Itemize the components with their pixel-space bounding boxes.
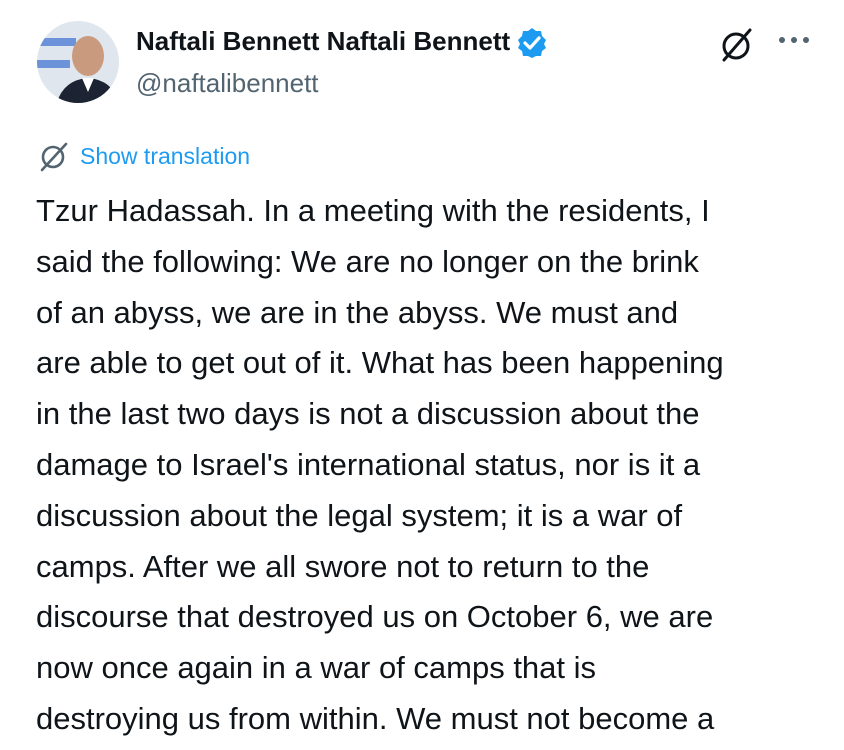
text-line: damage to Israel's international status,… [36, 446, 701, 482]
translate-icon[interactable] [38, 142, 72, 172]
tweet-text: Tzur Hadassah. In a meeting with the res… [36, 186, 836, 745]
text-line: camps. After we all swore not to return … [36, 548, 650, 584]
text-line: destroying us from within. We must not b… [36, 700, 715, 736]
text-line: discussion about the legal system; it is… [36, 497, 683, 533]
avatar[interactable] [36, 20, 122, 106]
text-line: in the last two days is not a discussion… [36, 396, 700, 432]
show-translation[interactable]: Show translation [80, 143, 251, 169]
grok-icon[interactable] [718, 24, 758, 64]
more-menu[interactable] [776, 34, 812, 46]
text-line: are able to get out of it. What has been… [36, 345, 724, 381]
text-line: Tzur Hadassah. In a meeting with the res… [36, 193, 710, 228]
text-line: said the following: We are no longer on … [36, 243, 699, 279]
display-name[interactable]: Naftali Bennett Naftali Bennett [136, 26, 511, 56]
verified-badge [518, 28, 546, 58]
text-line: discourse that destroyed us on October 6… [36, 599, 714, 635]
handle[interactable]: @naftalibennett [136, 68, 319, 98]
text-line: now once again in a war of camps that is [36, 650, 597, 686]
text-line: of an abyss, we are in the abyss. We mus… [36, 294, 679, 330]
